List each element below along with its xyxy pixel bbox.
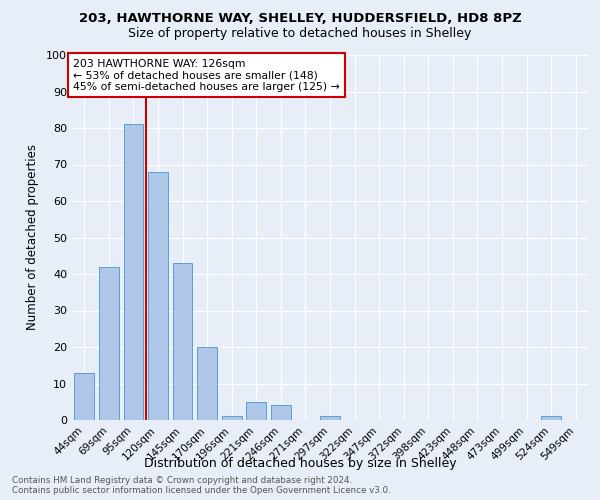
Y-axis label: Number of detached properties: Number of detached properties xyxy=(26,144,39,330)
Text: 203, HAWTHORNE WAY, SHELLEY, HUDDERSFIELD, HD8 8PZ: 203, HAWTHORNE WAY, SHELLEY, HUDDERSFIEL… xyxy=(79,12,521,26)
Bar xyxy=(197,347,217,420)
Bar xyxy=(74,372,94,420)
Text: Distribution of detached houses by size in Shelley: Distribution of detached houses by size … xyxy=(143,458,457,470)
Bar xyxy=(271,406,290,420)
Bar xyxy=(99,266,119,420)
Bar xyxy=(222,416,242,420)
Text: 203 HAWTHORNE WAY: 126sqm
← 53% of detached houses are smaller (148)
45% of semi: 203 HAWTHORNE WAY: 126sqm ← 53% of detac… xyxy=(73,58,340,92)
Text: Contains HM Land Registry data © Crown copyright and database right 2024.
Contai: Contains HM Land Registry data © Crown c… xyxy=(12,476,391,495)
Text: Size of property relative to detached houses in Shelley: Size of property relative to detached ho… xyxy=(128,28,472,40)
Bar xyxy=(541,416,561,420)
Bar xyxy=(173,263,193,420)
Bar xyxy=(320,416,340,420)
Bar xyxy=(148,172,168,420)
Bar xyxy=(247,402,266,420)
Bar xyxy=(124,124,143,420)
